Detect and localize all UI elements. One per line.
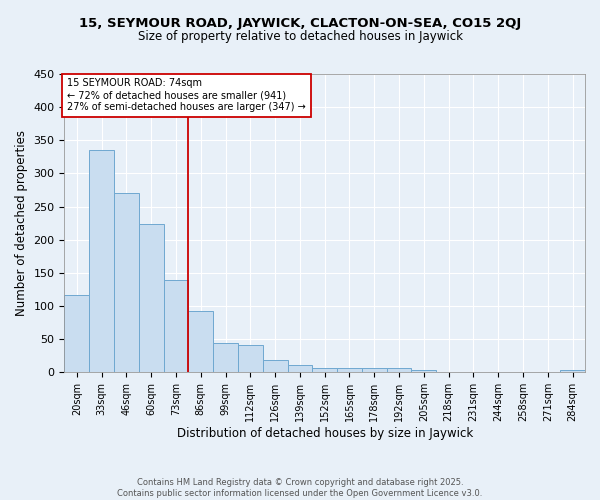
Bar [114, 194, 139, 372]
X-axis label: Distribution of detached houses by size in Jaywick: Distribution of detached houses by size … [176, 427, 473, 440]
Text: 15, SEYMOUR ROAD, JAYWICK, CLACTON-ON-SEA, CO15 2QJ: 15, SEYMOUR ROAD, JAYWICK, CLACTON-ON-SE… [79, 18, 521, 30]
Bar [89, 150, 114, 372]
Bar [560, 370, 585, 372]
Text: Size of property relative to detached houses in Jaywick: Size of property relative to detached ho… [137, 30, 463, 43]
Bar [313, 368, 337, 372]
Bar [287, 365, 313, 372]
Text: Contains HM Land Registry data © Crown copyright and database right 2025.
Contai: Contains HM Land Registry data © Crown c… [118, 478, 482, 498]
Text: 15 SEYMOUR ROAD: 74sqm
← 72% of detached houses are smaller (941)
27% of semi-de: 15 SEYMOUR ROAD: 74sqm ← 72% of detached… [67, 78, 306, 112]
Bar [188, 310, 213, 372]
Bar [362, 368, 386, 372]
Bar [213, 342, 238, 372]
Bar [139, 224, 164, 372]
Bar [386, 368, 412, 372]
Bar [263, 360, 287, 372]
Bar [238, 345, 263, 372]
Y-axis label: Number of detached properties: Number of detached properties [15, 130, 28, 316]
Bar [337, 368, 362, 372]
Bar [164, 280, 188, 372]
Bar [64, 295, 89, 372]
Bar [412, 370, 436, 372]
